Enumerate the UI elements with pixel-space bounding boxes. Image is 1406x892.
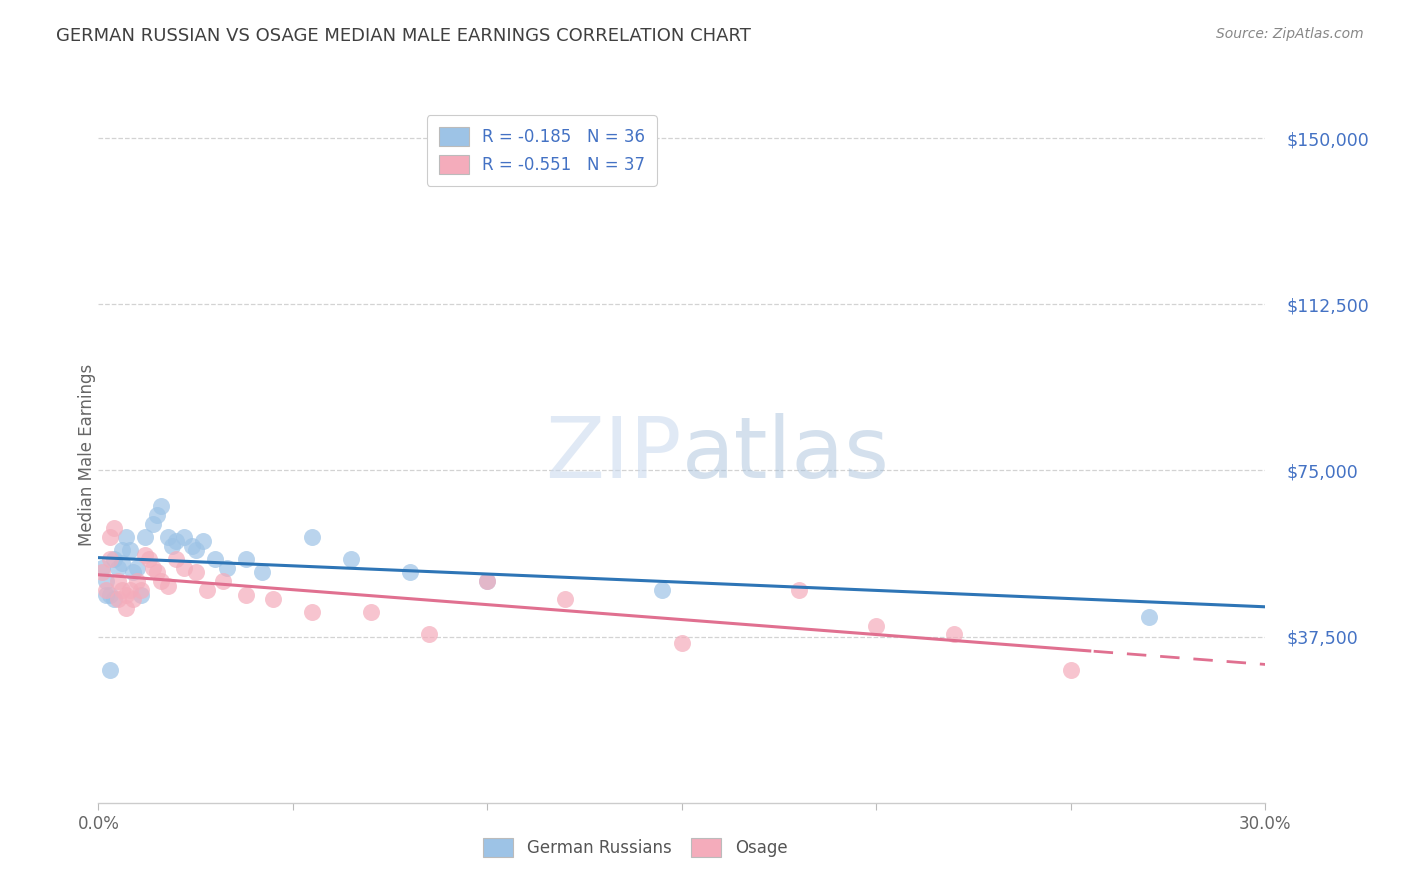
- Point: [340, 552, 363, 566]
- Point: [193, 534, 215, 549]
- Point: [103, 591, 125, 606]
- Point: [146, 508, 169, 522]
- Point: [146, 566, 169, 580]
- Point: [98, 530, 121, 544]
- Point: [671, 636, 693, 650]
- Point: [204, 552, 226, 566]
- Point: [111, 557, 134, 571]
- Point: [360, 605, 382, 619]
- Point: [138, 552, 160, 566]
- Point: [301, 605, 323, 619]
- Point: [184, 566, 207, 580]
- Point: [1060, 663, 1083, 677]
- Point: [787, 583, 810, 598]
- Point: [165, 552, 187, 566]
- Point: [98, 663, 121, 677]
- Point: [103, 521, 125, 535]
- Point: [173, 561, 195, 575]
- Point: [114, 587, 136, 601]
- Point: [250, 566, 273, 580]
- Point: [157, 530, 180, 544]
- Point: [1137, 609, 1160, 624]
- Point: [129, 583, 152, 598]
- Point: [180, 539, 202, 553]
- Point: [96, 587, 118, 601]
- Point: [91, 566, 114, 580]
- Point: [554, 591, 576, 606]
- Point: [184, 543, 207, 558]
- Point: [114, 600, 136, 615]
- Point: [122, 591, 145, 606]
- Point: [96, 574, 118, 589]
- Point: [111, 543, 134, 558]
- Point: [162, 539, 184, 553]
- Point: [107, 561, 129, 575]
- Legend: German Russians, Osage: German Russians, Osage: [477, 831, 794, 864]
- Point: [301, 530, 323, 544]
- Point: [943, 627, 966, 641]
- Point: [107, 574, 129, 589]
- Point: [122, 566, 145, 580]
- Point: [114, 530, 136, 544]
- Point: [235, 587, 257, 601]
- Point: [134, 548, 156, 562]
- Point: [235, 552, 257, 566]
- Point: [111, 583, 134, 598]
- Point: [173, 530, 195, 544]
- Point: [98, 552, 121, 566]
- Text: GERMAN RUSSIAN VS OSAGE MEDIAN MALE EARNINGS CORRELATION CHART: GERMAN RUSSIAN VS OSAGE MEDIAN MALE EARN…: [56, 27, 751, 45]
- Point: [651, 583, 673, 598]
- Point: [398, 566, 420, 580]
- Point: [134, 530, 156, 544]
- Text: ZIP: ZIP: [546, 413, 682, 497]
- Point: [262, 591, 284, 606]
- Point: [118, 583, 141, 598]
- Text: Source: ZipAtlas.com: Source: ZipAtlas.com: [1216, 27, 1364, 41]
- Point: [212, 574, 235, 589]
- Point: [165, 534, 187, 549]
- Point: [477, 574, 499, 589]
- Point: [157, 579, 180, 593]
- Point: [118, 543, 141, 558]
- Point: [142, 561, 165, 575]
- Y-axis label: Median Male Earnings: Median Male Earnings: [79, 364, 96, 546]
- Point: [865, 618, 887, 632]
- Point: [107, 591, 129, 606]
- Point: [195, 583, 218, 598]
- Point: [103, 552, 125, 566]
- Point: [149, 499, 172, 513]
- Point: [96, 583, 118, 598]
- Point: [142, 516, 165, 531]
- Point: [127, 574, 149, 589]
- Point: [149, 574, 172, 589]
- Point: [129, 587, 152, 601]
- Point: [98, 587, 121, 601]
- Point: [477, 574, 499, 589]
- Point: [215, 561, 238, 575]
- Point: [418, 627, 440, 641]
- Text: atlas: atlas: [682, 413, 890, 497]
- Point: [127, 561, 149, 575]
- Point: [91, 561, 114, 575]
